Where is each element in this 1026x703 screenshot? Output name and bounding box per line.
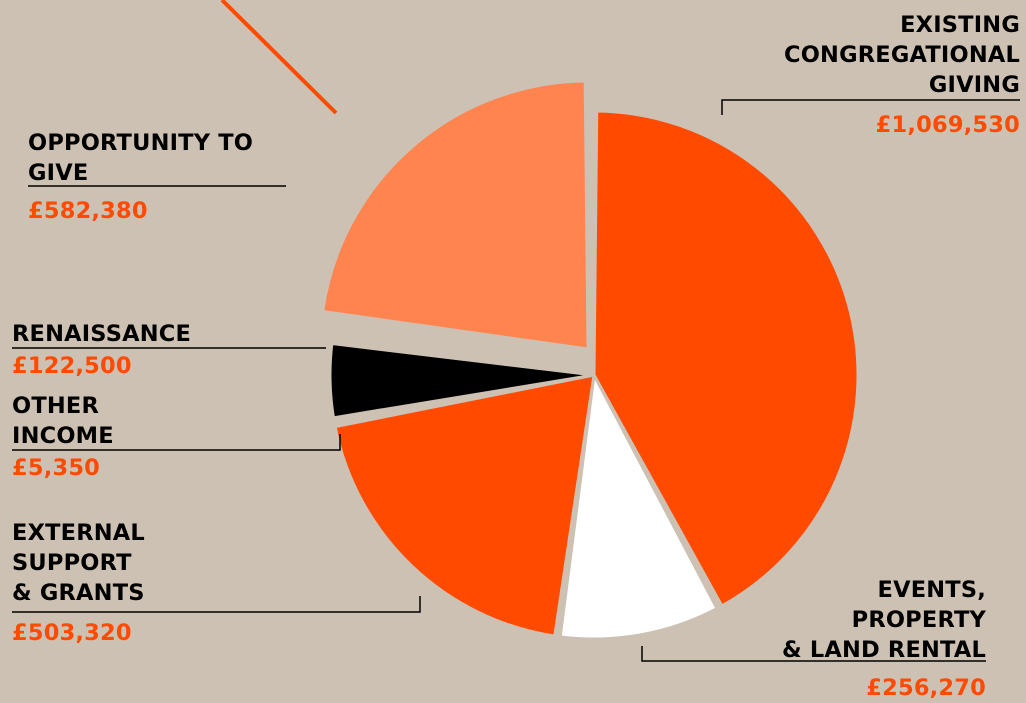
- label-other-line-1: OTHER: [12, 393, 100, 419]
- highlight-pointer-line: [220, 0, 338, 115]
- label-external-line-3: & GRANTS: [12, 580, 145, 606]
- pie-slice-opportunity: [321, 79, 590, 351]
- label-events-line-1: EVENTS,: [877, 577, 986, 603]
- label-opportunity: OPPORTUNITY TO GIVE £582,380: [28, 128, 253, 226]
- leader-existing: [721, 99, 1020, 115]
- label-events-line-3: & LAND RENTAL: [781, 637, 986, 663]
- value-existing: £1,069,530: [875, 112, 1020, 138]
- label-existing-line-3: GIVING: [928, 72, 1020, 98]
- value-external: £503,320: [12, 620, 132, 646]
- label-external-line-1: EXTERNAL: [12, 520, 145, 546]
- label-existing: EXISTING CONGREGATIONAL GIVING £1,069,53…: [784, 10, 1020, 140]
- pie-slice-renaissance: [328, 342, 596, 420]
- value-other: £5,350: [12, 455, 101, 481]
- leader-external: [12, 596, 421, 613]
- label-opportunity-line-1: OPPORTUNITY TO: [28, 130, 254, 156]
- leader-other: [12, 434, 341, 451]
- pie-slice-external: [333, 373, 596, 638]
- label-events-line-2: PROPERTY: [851, 607, 986, 633]
- label-renaissance-line-1: RENAISSANCE: [12, 321, 192, 347]
- label-events: EVENTS, PROPERTY & LAND RENTAL £256,270: [782, 575, 986, 703]
- value-opportunity: £582,380: [28, 198, 148, 224]
- pie-slice-events: [558, 373, 719, 641]
- label-external-line-2: SUPPORT: [12, 550, 132, 576]
- leader-events: [641, 646, 986, 662]
- value-renaissance: £122,500: [12, 353, 132, 379]
- label-renaissance: RENAISSANCE £122,500: [12, 319, 191, 381]
- label-existing-line-2: CONGREGATIONAL: [784, 42, 1020, 68]
- label-other-line-2: INCOME: [12, 423, 114, 449]
- label-external: EXTERNAL SUPPORT & GRANTS £503,320: [12, 518, 145, 648]
- label-other: OTHER INCOME £5,350: [12, 391, 114, 483]
- pie-slice-existing: [592, 109, 860, 608]
- value-events: £256,270: [866, 675, 986, 701]
- label-opportunity-line-2: GIVE: [28, 160, 89, 186]
- label-existing-line-1: EXISTING: [900, 12, 1020, 38]
